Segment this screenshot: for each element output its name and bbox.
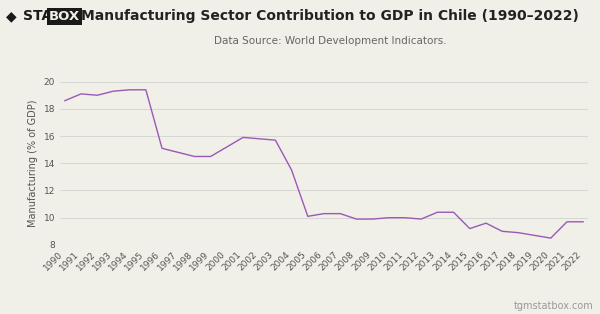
Text: ◆: ◆ [6, 9, 17, 24]
Text: Data Source: World Development Indicators.: Data Source: World Development Indicator… [214, 36, 446, 46]
Text: Manufacturing Sector Contribution to GDP in Chile (1990–2022): Manufacturing Sector Contribution to GDP… [81, 9, 579, 24]
Text: tgmstatbox.com: tgmstatbox.com [514, 301, 594, 311]
Text: STAT: STAT [23, 9, 61, 24]
Y-axis label: Manufacturing (% of GDP): Manufacturing (% of GDP) [28, 100, 38, 227]
Text: BOX: BOX [49, 10, 80, 23]
